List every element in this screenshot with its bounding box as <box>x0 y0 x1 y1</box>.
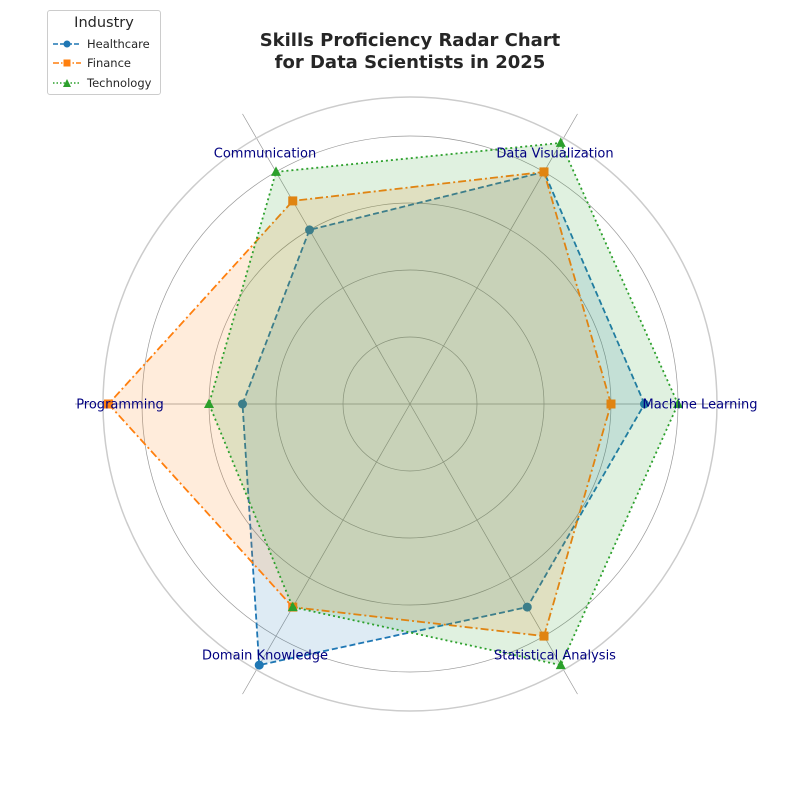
axis-label: Communication <box>214 146 316 161</box>
axis-label: Statistical Analysis <box>494 649 616 664</box>
data-point <box>606 399 616 409</box>
data-point <box>104 399 113 409</box>
chart-title-line-2: for Data Scientists in 2025 <box>275 52 546 73</box>
legend-label: Finance <box>87 56 131 71</box>
legend-marker-triangle-icon <box>53 78 81 87</box>
axis-label: Domain Knowledge <box>202 649 328 664</box>
data-point <box>555 137 566 147</box>
legend-item-healthcare: Healthcare <box>48 34 160 54</box>
data-point <box>673 398 683 408</box>
data-point <box>539 631 549 641</box>
data-point <box>287 601 298 612</box>
legend-marker-circle-icon <box>53 40 81 48</box>
series-area <box>108 171 611 637</box>
radar-series <box>104 137 683 670</box>
chart-title-line-1: Skills Proficiency Radar Chart <box>260 30 561 51</box>
grid-spoke <box>409 403 578 695</box>
data-point <box>204 398 214 408</box>
data-point <box>555 659 566 670</box>
series-area <box>209 142 678 666</box>
axis-label: Machine Learning <box>643 398 758 413</box>
series-area <box>242 171 645 666</box>
data-point <box>271 166 281 176</box>
legend-label: Technology <box>87 75 152 90</box>
series-technology <box>204 137 683 670</box>
legend-marker-square-icon <box>53 59 81 67</box>
axis-label: Programming <box>76 398 164 413</box>
data-point <box>640 399 649 409</box>
data-point <box>288 196 298 206</box>
data-point <box>238 399 247 409</box>
legend: Industry Healthcare Finance Technology <box>47 10 161 95</box>
data-point <box>305 225 314 235</box>
legend-item-finance: Finance <box>48 54 160 74</box>
grid-spoke <box>242 113 411 405</box>
data-point <box>539 167 549 177</box>
radar-frame <box>102 96 718 712</box>
legend-title: Industry <box>74 15 134 31</box>
data-point <box>254 660 264 670</box>
legend-label: Healthcare <box>87 36 150 51</box>
grid-spoke <box>242 403 411 695</box>
axis-label: Data Visualization <box>496 146 613 161</box>
data-point <box>522 602 532 612</box>
legend-item-technology: Technology <box>48 73 160 93</box>
axis-labels: Machine Learning Data Visualization Commun… <box>76 146 757 663</box>
grid-spoke <box>409 113 578 405</box>
